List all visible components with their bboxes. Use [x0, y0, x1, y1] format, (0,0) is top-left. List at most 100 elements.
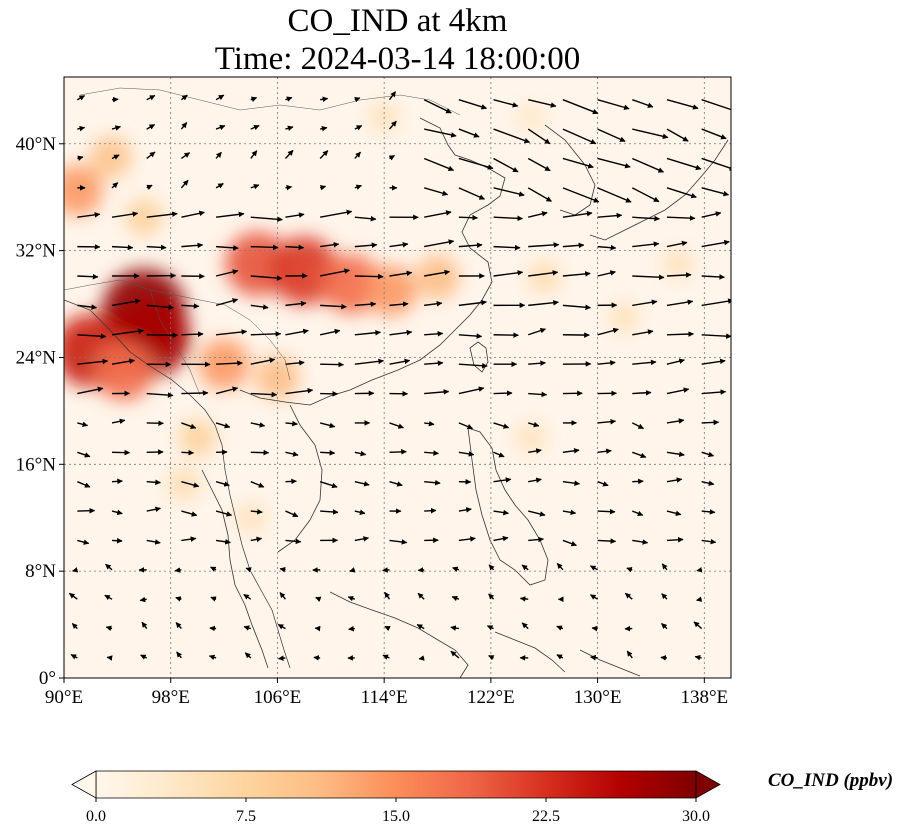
wind-arrow [666, 510, 682, 517]
wind-arrow [285, 212, 305, 218]
colorbar-tick-label: 15.0 [382, 808, 410, 825]
wind-arrow [597, 327, 619, 336]
wind-arrow [424, 331, 444, 337]
wind-arrow [146, 211, 178, 218]
concentration-hotspot [527, 260, 561, 294]
wind-arrow [181, 536, 197, 542]
latitude-ticks: 0° 8°N 16°N 24°N 32°N 40°N [16, 134, 64, 689]
wind-arrow [389, 449, 407, 455]
wind-arrow [528, 477, 542, 483]
wind-arrow [319, 481, 338, 489]
wind-arrow [701, 509, 716, 515]
wind-arrow [146, 332, 179, 339]
wind-arrow [77, 333, 107, 339]
wind-arrow [458, 214, 478, 221]
wind-arrow [215, 182, 224, 189]
wind-arrow [111, 211, 139, 218]
wind-arrow [181, 480, 200, 488]
wind-arrow [389, 481, 403, 487]
wind-arrow [423, 157, 455, 172]
wind-arrow [458, 99, 487, 110]
wind-arrow [666, 358, 685, 365]
wind-arrow [696, 567, 703, 573]
wind-arrow [111, 125, 121, 131]
wind-arrow [284, 149, 294, 159]
wind-arrow [77, 539, 90, 545]
wind-arrow [347, 595, 356, 602]
wind-arrow [597, 128, 626, 142]
wind-arrow [181, 390, 209, 396]
wind-arrow [556, 654, 564, 660]
wind-arrow [285, 300, 307, 307]
concentration-hotspot [235, 502, 267, 534]
wind-arrow [174, 567, 182, 573]
wind-arrow [285, 184, 293, 191]
wind-arrow [591, 625, 598, 632]
colorbar-extend-low [71, 770, 97, 799]
wind-arrow [660, 655, 668, 661]
wind-arrow [631, 187, 660, 203]
wind-arrow [632, 299, 658, 307]
wind-arrow [354, 329, 381, 336]
wind-arrow [424, 128, 457, 138]
wind-arrow [389, 241, 409, 248]
wind-arrow [354, 480, 370, 487]
wind-arrow [424, 360, 444, 366]
wind-arrow [320, 509, 339, 515]
wind-arrow [250, 216, 283, 223]
wind-arrow [104, 594, 113, 601]
colorbar-tick-label: 7.5 [236, 808, 256, 825]
wind-arrow [215, 269, 239, 277]
wind-arrow [666, 387, 690, 395]
wind-arrow [493, 270, 524, 277]
wind-arrow [528, 299, 559, 307]
wind-arrow [458, 386, 485, 395]
concentration-hotspot [269, 236, 339, 305]
map-title: CO_IND at 4km [287, 3, 508, 39]
wind-arrow [424, 239, 455, 248]
wind-arrow [250, 331, 282, 337]
wind-arrow [424, 450, 439, 456]
wind-arrow [354, 184, 362, 190]
wind-arrow [215, 94, 225, 101]
wind-arrow [319, 268, 351, 277]
concentration-hotspot [515, 422, 547, 454]
colorbar-tick-label: 0.0 [86, 808, 106, 825]
wind-arrow [354, 358, 384, 365]
wind-arrow [624, 592, 633, 600]
wind-arrow [215, 422, 231, 429]
wind-arrow [354, 215, 377, 222]
wind-arrow [180, 122, 188, 130]
wind-arrow [354, 536, 370, 542]
wind-arrow [424, 389, 450, 395]
wind-arrow [111, 537, 123, 544]
wind-arrow [146, 151, 156, 160]
wind-arrow [285, 328, 309, 336]
wind-arrow [458, 157, 494, 170]
wind-arrow [458, 507, 472, 513]
wind-arrow [562, 304, 591, 311]
wind-arrow [597, 244, 617, 251]
wind-arrow [279, 592, 286, 600]
wind-arrow [181, 242, 204, 249]
wind-arrow [528, 360, 546, 366]
wind-arrow [488, 655, 495, 661]
wind-arrow [632, 215, 660, 222]
wind-arrow [215, 124, 226, 131]
wind-arrow [666, 240, 688, 248]
colorbar-gradient [95, 770, 697, 799]
wind-arrow [666, 99, 699, 110]
wind-arrow [493, 535, 509, 542]
wind-arrow [632, 157, 665, 173]
wind-arrow [250, 422, 266, 428]
wind-arrow [626, 566, 633, 573]
wind-arrow [528, 99, 557, 108]
wind-arrow [77, 304, 98, 310]
wind-arrow [216, 245, 239, 251]
wind-arrow [423, 99, 452, 114]
wind-arrow [215, 329, 248, 336]
wind-arrow [528, 391, 548, 398]
concentration-hotspot [516, 102, 546, 132]
wind-arrow [250, 275, 283, 281]
